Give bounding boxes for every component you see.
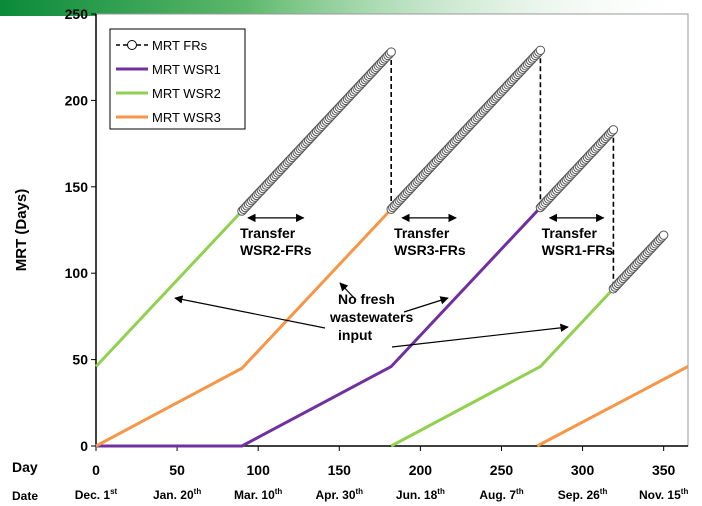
- date-axis-label: Date: [12, 489, 38, 503]
- transfer-label: WSR2-FRs: [240, 242, 312, 258]
- series-mrt-wsr3-line: [536, 365, 689, 448]
- frs-point: [608, 125, 619, 135]
- x-tick-label: 350: [652, 462, 676, 478]
- y-tick-label: 0: [80, 438, 88, 454]
- date-tick-label: Mar. 10th: [234, 487, 282, 502]
- transfer-label: Transfer: [394, 225, 450, 241]
- transfer-label: Transfer: [240, 225, 296, 241]
- y-tick-label: 250: [65, 6, 89, 22]
- legend-mrt-wsr2-label: MRT WSR2: [152, 86, 221, 101]
- date-tick-label: Apr. 30th: [315, 487, 363, 502]
- transfer-label: WSR3-FRs: [394, 242, 466, 258]
- series-mrt-wsr3-line: [95, 208, 393, 448]
- no-input-arrow: [403, 296, 449, 313]
- y-tick-label: 100: [65, 265, 89, 281]
- transfer-label: Transfer: [542, 225, 598, 241]
- x-tick-label: 300: [571, 462, 595, 478]
- legend-mrt-wsr3-label: MRT WSR3: [152, 110, 221, 125]
- series-mrt-wsr2-line: [94, 209, 244, 368]
- legend: MRT FRs MRT WSR1 MRT WSR2 MRT WSR3: [109, 28, 246, 130]
- frs-point: [535, 45, 546, 55]
- frs-point: [386, 47, 396, 57]
- y-tick-label: 50: [72, 352, 88, 368]
- date-tick-label: Sep. 26th: [558, 487, 608, 502]
- axes: 0 50 100 150 200 250 0 50 100 150 200 250 300 350 Dec.…: [65, 6, 689, 502]
- y-tick-label: 150: [65, 179, 89, 195]
- x-tick-label: 50: [169, 462, 185, 478]
- x-tick-label: 0: [92, 462, 100, 478]
- x-axis-label: Day: [12, 459, 38, 475]
- date-tick-label: Aug. 7th: [479, 487, 523, 502]
- no-input-arrow: [391, 323, 569, 348]
- date-tick-label: Dec. 1st: [75, 487, 118, 502]
- x-tick-label: 100: [247, 462, 271, 478]
- legend-mrt-frs-label: MRT FRs: [152, 38, 208, 53]
- date-tick-label: Jun. 18th: [396, 487, 445, 502]
- legend-mrt-wsr1-label: MRT WSR1: [152, 62, 221, 77]
- y-axis-label: MRT (Days): [13, 189, 30, 272]
- series-layer: [94, 45, 689, 448]
- x-tick-label: 150: [328, 462, 352, 478]
- date-tick-label: Nov. 15th: [639, 487, 688, 502]
- legend-mrt-frs-marker: [127, 40, 137, 50]
- no-input-arrow: [339, 282, 357, 301]
- transfer-label: WSR1-FRs: [542, 242, 614, 258]
- annotation-layer: TransferWSR2-FRsTransferWSR3-FRsTransfer…: [174, 213, 614, 348]
- date-tick-label: Jan. 20th: [153, 487, 201, 502]
- x-tick-label: 250: [490, 462, 514, 478]
- no-input-label: input: [338, 327, 373, 343]
- frs-point: [658, 230, 669, 240]
- no-input-arrow: [174, 295, 326, 329]
- header-band: [0, 0, 702, 16]
- no-input-label: wastewaters: [329, 309, 413, 325]
- x-tick-label: 200: [409, 462, 433, 478]
- series-mrt-wsr2-line: [390, 287, 615, 448]
- y-tick-label: 200: [65, 92, 89, 108]
- series-mrt-wsr1-line: [96, 206, 542, 448]
- no-input-label: No fresh: [338, 291, 395, 307]
